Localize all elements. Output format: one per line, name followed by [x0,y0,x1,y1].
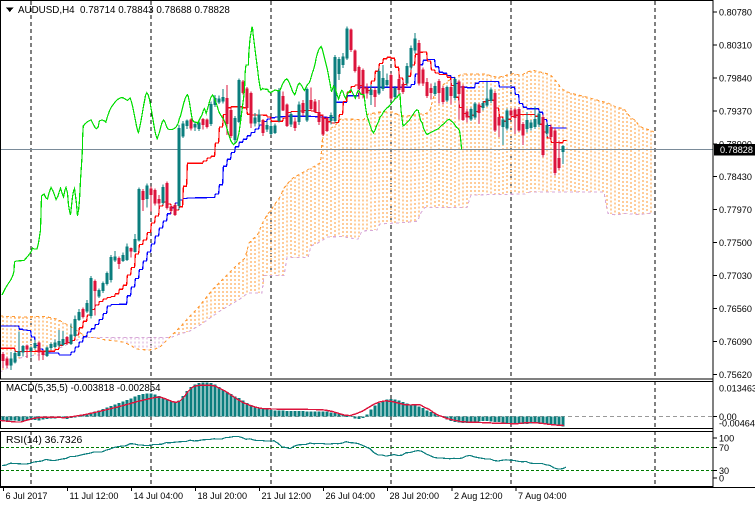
svg-text:14 Jul 04:00: 14 Jul 04:00 [134,491,184,501]
svg-text:7 Aug 04:00: 7 Aug 04:00 [518,491,567,501]
svg-text:100: 100 [719,434,734,444]
svg-text:0.76090: 0.76090 [719,337,752,347]
svg-text:28 Jul 20:00: 28 Jul 20:00 [390,491,440,501]
svg-text:0.013463: 0.013463 [719,384,755,394]
svg-text:0.76560: 0.76560 [719,304,752,314]
svg-text:21 Jul 12:00: 21 Jul 12:00 [262,491,312,501]
svg-text:26 Jul 04:00: 26 Jul 04:00 [326,491,376,501]
svg-text:0.77030: 0.77030 [719,271,752,281]
svg-text:0.79370: 0.79370 [719,106,752,116]
svg-text:11 Jul 12:00: 11 Jul 12:00 [70,491,119,501]
svg-text:2 Aug 12:00: 2 Aug 12:00 [454,491,503,501]
svg-text:0.75620: 0.75620 [719,370,752,380]
svg-text:0: 0 [719,474,724,484]
svg-text:0.77970: 0.77970 [719,205,752,215]
svg-text:0.79840: 0.79840 [719,73,752,83]
svg-text:AUDUSD,H4 0.78714 0.78843 0.7: AUDUSD,H4 0.78714 0.78843 0.78688 0.7882… [18,5,230,16]
svg-text:0.00: 0.00 [719,412,737,422]
svg-text:0.80310: 0.80310 [719,40,752,50]
svg-text:RSI(14) 36.7326: RSI(14) 36.7326 [6,435,82,446]
svg-text:MACD(5,35,5) -0.003818 -0.0028: MACD(5,35,5) -0.003818 -0.002854 [6,383,161,394]
svg-text:30: 30 [719,466,729,476]
svg-text:18 Jul 20:00: 18 Jul 20:00 [198,491,248,501]
svg-text:70: 70 [719,443,729,453]
svg-text:0.78430: 0.78430 [719,172,752,182]
svg-text:0.78828: 0.78828 [720,145,753,155]
svg-text:0.77500: 0.77500 [719,238,752,248]
svg-text:6 Jul 2017: 6 Jul 2017 [6,491,48,501]
svg-text:0.80780: 0.80780 [719,8,752,18]
